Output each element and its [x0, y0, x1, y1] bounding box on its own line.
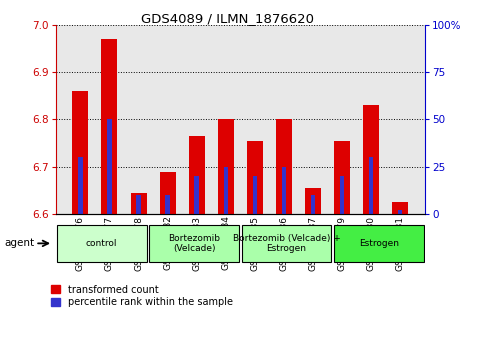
Text: agent: agent — [5, 238, 35, 249]
Bar — [369, 158, 373, 214]
Text: Estrogen: Estrogen — [359, 239, 399, 248]
Bar — [305, 188, 321, 214]
Bar — [189, 136, 205, 214]
Bar — [195, 176, 199, 214]
Bar — [107, 120, 112, 214]
Bar — [78, 158, 83, 214]
Bar — [218, 120, 234, 214]
Bar — [101, 39, 117, 214]
Bar — [253, 176, 257, 214]
Legend: transformed count, percentile rank within the sample: transformed count, percentile rank withi… — [51, 285, 233, 307]
Bar — [130, 193, 146, 214]
Text: Bortezomib
(Velcade): Bortezomib (Velcade) — [168, 234, 220, 253]
Bar — [247, 141, 263, 214]
Bar — [57, 225, 147, 262]
Bar — [72, 91, 88, 214]
Bar — [159, 172, 176, 214]
Text: GDS4089 / ILMN_1876620: GDS4089 / ILMN_1876620 — [141, 12, 313, 25]
Bar — [149, 225, 239, 262]
Bar — [334, 225, 424, 262]
Bar — [392, 202, 408, 214]
Bar — [311, 195, 315, 214]
Bar — [363, 105, 379, 214]
Bar — [276, 120, 292, 214]
Bar — [334, 141, 350, 214]
Bar — [242, 225, 331, 262]
Bar — [136, 195, 141, 214]
Bar — [282, 167, 286, 214]
Bar — [340, 176, 344, 214]
Text: control: control — [86, 239, 117, 248]
Bar — [224, 167, 228, 214]
Bar — [165, 195, 170, 214]
Text: Bortezomib (Velcade) +
Estrogen: Bortezomib (Velcade) + Estrogen — [233, 234, 341, 253]
Bar — [398, 210, 402, 214]
